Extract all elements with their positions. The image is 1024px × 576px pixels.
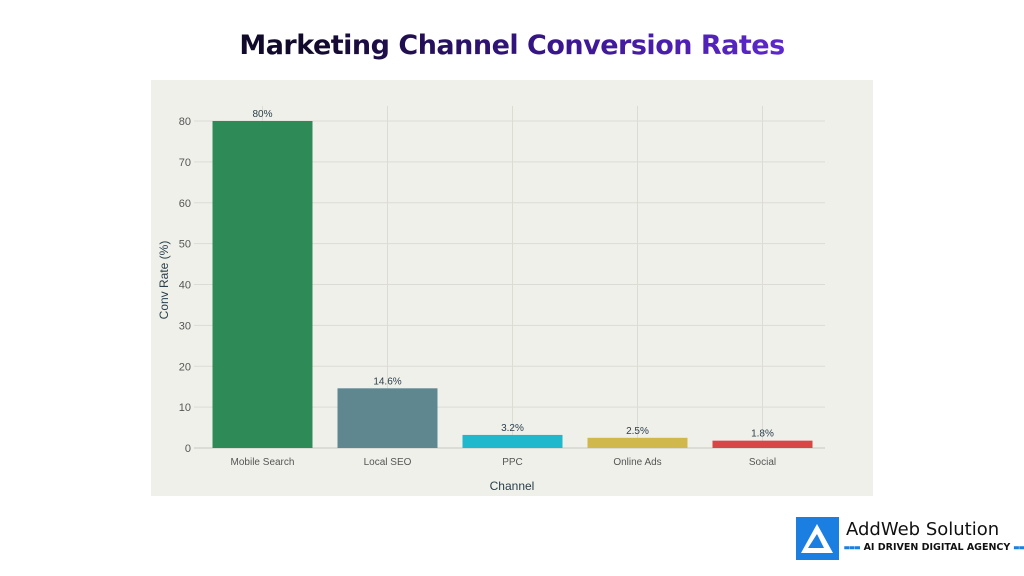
x-axis-label: Channel — [490, 479, 535, 493]
data-label: 1.8% — [751, 429, 774, 440]
chart-title: Marketing Channel Conversion Rates — [0, 30, 1024, 61]
x-tick-label: Social — [749, 457, 776, 468]
y-tick-label: 10 — [179, 402, 191, 414]
bars — [212, 121, 813, 448]
bar-mobile-search — [212, 121, 313, 448]
data-label: 2.5% — [626, 426, 649, 437]
y-tick-label: 70 — [179, 157, 191, 169]
y-tick-label: 80 — [179, 116, 191, 128]
addweb-logo: AddWeb Solution ⩶ AI DRIVEN DIGITAL AGEN… — [796, 517, 1024, 562]
logo-tagline: ⩶ AI DRIVEN DIGITAL AGENCY ⩶ — [844, 542, 1024, 553]
data-label: 14.6% — [373, 376, 401, 387]
y-tick-label: 50 — [179, 239, 191, 251]
x-tick-label: PPC — [502, 457, 523, 468]
y-tick-label: 60 — [179, 198, 191, 210]
y-tick-label: 20 — [179, 361, 191, 373]
bar-online-ads — [587, 437, 688, 448]
logo-name: AddWeb Solution — [846, 519, 1000, 540]
y-tick-label: 40 — [179, 280, 191, 292]
x-tick-label: Mobile Search — [231, 457, 295, 468]
data-labels: 80% 14.6% 3.2% 2.5% 1.8% — [252, 109, 774, 440]
y-tick-label: 0 — [185, 443, 191, 455]
y-tick-labels: 0 10 20 30 40 50 60 70 80 — [179, 116, 191, 455]
bar-ppc — [462, 434, 563, 448]
bar-local-seo — [337, 388, 438, 448]
x-tick-label: Local SEO — [364, 457, 412, 468]
data-label: 3.2% — [501, 423, 524, 434]
data-label: 80% — [252, 109, 272, 120]
logo-icon — [796, 517, 839, 560]
bar-social — [712, 440, 813, 448]
y-axis-label: Conv Rate (%) — [157, 241, 171, 320]
y-tick-label: 30 — [179, 320, 191, 332]
bar-chart: 80% 14.6% 3.2% 2.5% 1.8% 0 10 20 30 40 50 60 70 80 M… — [151, 80, 873, 496]
x-tick-labels: Mobile Search Local SEO PPC Online Ads Socia… — [231, 457, 777, 468]
x-tick-label: Online Ads — [613, 457, 661, 468]
